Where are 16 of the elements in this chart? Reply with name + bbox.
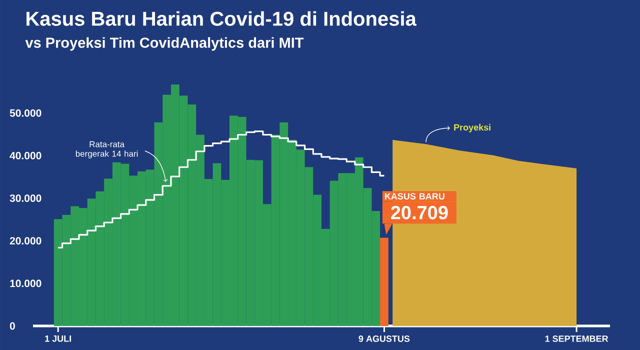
chart-title: Kasus Baru Harian Covid-19 di Indonesia [26, 11, 417, 26]
y-tick-label: 20.000 [10, 237, 42, 245]
y-tick-label: 50.000 [10, 109, 42, 117]
x-tick-label: 1 JULI [45, 336, 71, 342]
annotation: 20.709 [391, 206, 448, 220]
bar [380, 238, 388, 326]
annotation: Proyeksi [454, 124, 490, 132]
y-tick-label: 30.000 [10, 194, 42, 202]
y-tick-label: 10.000 [10, 280, 42, 288]
y-tick-label: 40.000 [10, 152, 42, 160]
chart-subtitle: vs Proyeksi Tim CovidAnalytics dari MIT [25, 37, 304, 51]
annotation: Rata-rata bergerak 14 hari [76, 141, 138, 158]
annotation: KASUS BARU [385, 193, 444, 200]
x-tick-label: 1 SEPTEMBER [545, 336, 608, 342]
y-tick-label: 0 [10, 322, 15, 330]
x-tick-label: 9 AGUSTUS [358, 336, 410, 342]
